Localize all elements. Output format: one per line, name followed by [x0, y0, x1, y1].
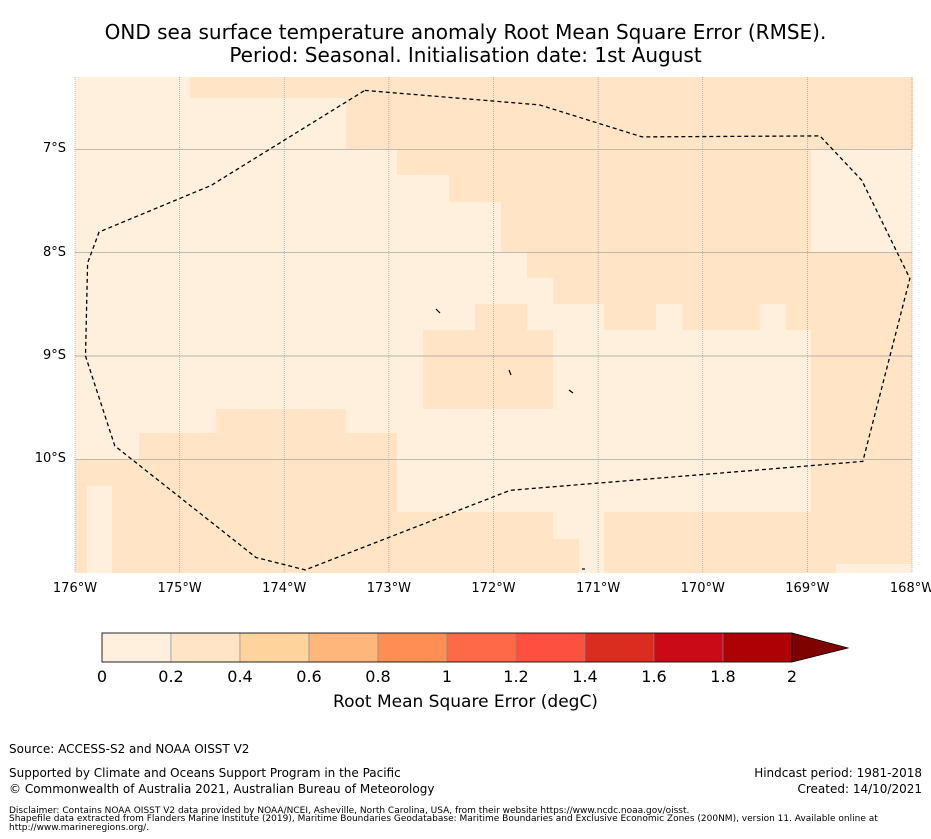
island-atafu [435, 308, 441, 314]
rmse-grid-cells [75, 77, 913, 573]
rmse-cell [811, 330, 912, 573]
islands [435, 308, 585, 570]
colorbar-segment [377, 632, 448, 663]
rmse-cell [397, 149, 811, 175]
colorbar-tick-label: 1 [441, 667, 453, 686]
lat-tick-label: 10°S [34, 451, 66, 467]
colorbar-segment [446, 632, 517, 663]
colorbar-segment [653, 632, 724, 663]
rmse-cell [423, 330, 553, 409]
rmse-cell [604, 512, 811, 539]
colorbar-segment [170, 632, 241, 663]
rmse-map [74, 77, 913, 573]
support-text: Supported by Climate and Oceans Support … [9, 766, 401, 780]
rmse-cell [75, 486, 87, 573]
colorbar-extend-arrow [791, 632, 850, 663]
colorbar-tick-label: 0.4 [227, 667, 253, 686]
rmse-cell [579, 539, 604, 563]
chart-subtitle: Period: Seasonal. Initialisation date: 1… [229, 43, 702, 67]
copyright-text: © Commonwealth of Australia 2021, Austra… [9, 782, 435, 796]
rmse-cell [397, 539, 579, 573]
island-nukunonu [508, 369, 512, 376]
colorbar-tick-label: 1.2 [503, 667, 529, 686]
colorbar-segment [515, 632, 586, 663]
rmse-cell [139, 433, 397, 573]
lat-tick-label: 8°S [42, 244, 66, 260]
colorbar-segment [722, 632, 793, 663]
lon-tick-label: 176°W [52, 581, 98, 596]
colorbar-segment [239, 632, 310, 663]
lon-tick-label: 168°W [889, 581, 931, 596]
rmse-cell [346, 123, 913, 149]
rmse-cell [836, 564, 912, 573]
rmse-cell [397, 512, 553, 539]
colorbar-tick-label: 1.8 [710, 667, 736, 686]
colorbar [101, 632, 850, 663]
rmse-cell [449, 175, 811, 202]
colorbar-tick-label: 0.2 [158, 667, 184, 686]
lon-tick-label: 170°W [680, 581, 725, 596]
colorbar-segment [308, 632, 379, 663]
lon-tick-label: 173°W [366, 581, 411, 596]
chart-title: OND sea surface temperature anomaly Root… [104, 20, 827, 44]
colorbar-segment [584, 632, 655, 663]
colorbar-tick-label: 1.6 [641, 667, 667, 686]
disclaimer-line-2: Shapefile data extracted from Flanders M… [9, 814, 878, 833]
disclaimer-line-1: Disclaimer: Contains NOAA OISST V2 data … [9, 806, 690, 816]
rmse-cell [786, 278, 912, 330]
colorbar-tick-label: 0.8 [365, 667, 391, 686]
rmse-cell [682, 304, 760, 330]
rmse-cell [527, 252, 811, 278]
colorbar-tick-label: 0.6 [296, 667, 322, 686]
lat-tick-label: 7°S [42, 141, 66, 157]
colorbar-label: Root Mean Square Error (degC) [333, 692, 598, 712]
rmse-cell [475, 304, 527, 330]
lon-tick-label: 172°W [471, 581, 516, 596]
island-fakaofo [568, 389, 574, 394]
lon-tick-label: 171°W [576, 581, 621, 596]
source-text: Source: ACCESS-S2 and NOAA OISST V2 [9, 742, 250, 756]
lon-tick-label: 174°W [262, 581, 307, 596]
rmse-cell [112, 486, 139, 573]
colorbar-tick-label: 1.4 [572, 667, 598, 686]
lon-tick-label: 175°W [157, 581, 202, 596]
colorbar-tick-label: 2 [786, 667, 798, 686]
rmse-cell [553, 278, 786, 304]
rmse-cell [75, 459, 139, 486]
rmse-cell [811, 252, 912, 278]
colorbar-segment [101, 632, 172, 663]
lat-tick-label: 9°S [42, 348, 66, 363]
rmse-cell [190, 77, 913, 98]
rmse-cell [216, 409, 346, 433]
rmse-cell [604, 304, 656, 330]
rmse-cell [449, 202, 501, 252]
colorbar-tick-label: 0 [96, 667, 108, 686]
rmse-cell [293, 98, 913, 123]
rmse-cell [293, 98, 346, 124]
lon-tick-label: 169°W [785, 581, 830, 596]
eez-boundary [84, 89, 911, 571]
hindcast-text: Hindcast period: 1981-2018 [754, 766, 922, 780]
map-gridlines [74, 77, 913, 573]
rmse-cell [604, 539, 837, 573]
rmse-cell [501, 202, 811, 252]
created-text: Created: 14/10/2021 [797, 782, 922, 796]
